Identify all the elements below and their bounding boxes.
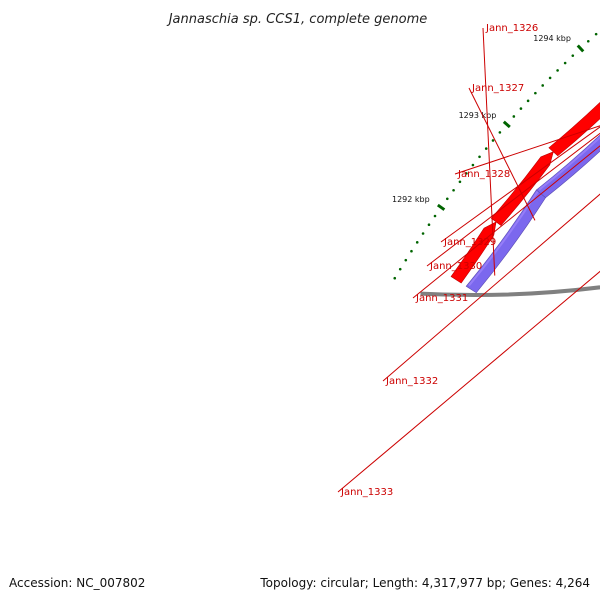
- gene-label-jann_1330[interactable]: Jann_1330: [429, 261, 482, 272]
- gene-label-jann_1331[interactable]: Jann_1331: [415, 293, 468, 304]
- gene-label-jann_1326[interactable]: Jann_1326: [485, 23, 538, 34]
- label-leader-line: [426, 132, 600, 267]
- minor-tick: [526, 99, 530, 103]
- kbp-tick-label: 1293 kbp: [459, 111, 497, 120]
- gene-label-jann_1328[interactable]: Jann_1328: [457, 169, 510, 180]
- minor-tick: [586, 39, 590, 43]
- label-leader-line: [382, 193, 600, 382]
- label-leader-line: [440, 126, 600, 243]
- minor-tick: [465, 172, 468, 175]
- minor-tick: [519, 107, 523, 110]
- minor-tick: [512, 115, 516, 118]
- minor-tick: [398, 267, 402, 271]
- label-leader-line: [454, 125, 600, 175]
- minor-tick: [452, 188, 455, 192]
- genome-backbone: [420, 285, 600, 298]
- minor-tick: [594, 32, 598, 36]
- gene-label-jann_1332[interactable]: Jann_1332: [385, 376, 438, 387]
- major-tick: [502, 120, 511, 129]
- minor-tick: [445, 197, 449, 201]
- footer-background: [0, 570, 600, 600]
- gene-highlight: [468, 190, 539, 287]
- major-tick: [576, 44, 585, 53]
- gene-labels-layer: Jann_1326 Jann_1327 Jann_1328 Jann_1329 Jann…: [337, 23, 600, 498]
- topology-text: Topology: circular; Length: 4,317,977 bp…: [259, 576, 590, 590]
- gene-arrow-jann_1328[interactable]: [548, 41, 600, 157]
- label-leader-line: [412, 145, 600, 299]
- minor-tick: [541, 84, 544, 87]
- minor-tick: [410, 249, 413, 253]
- minor-tick: [498, 131, 502, 134]
- minor-tick: [563, 61, 567, 65]
- gene-highlight: [453, 228, 487, 277]
- kbp-tick-label: 1294 kbp: [533, 34, 571, 43]
- genome-title: Jannaschia sp. CCS1, complete genome: [166, 12, 428, 27]
- minor-tick: [433, 214, 437, 218]
- major-tick: [436, 203, 446, 211]
- minor-tick: [534, 91, 537, 95]
- minor-tick: [415, 241, 419, 244]
- minor-tick: [491, 139, 495, 142]
- genes-layer: [450, 41, 600, 294]
- minor-tick: [571, 54, 575, 57]
- minor-tick: [404, 258, 408, 262]
- minor-tick: [471, 163, 475, 167]
- minor-tick: [484, 147, 488, 150]
- minor-tick: [556, 69, 559, 72]
- gene-arrow-jann_1326[interactable]: [450, 221, 497, 284]
- gene-label-jann_1327[interactable]: Jann_1327: [471, 83, 524, 94]
- gene-highlight: [551, 103, 600, 149]
- minor-tick: [548, 76, 552, 80]
- minor-tick: [421, 232, 425, 235]
- minor-tick: [393, 276, 397, 280]
- minor-tick: [478, 155, 481, 159]
- label-leader-line: [482, 27, 496, 276]
- backbone-layer: [420, 285, 600, 298]
- accession-text: Accession: NC_007802: [9, 576, 145, 590]
- gene-arrow-jann_1327b[interactable]: [490, 151, 554, 226]
- gene-label-jann_1333[interactable]: Jann_1333: [340, 487, 393, 498]
- label-leader-line: [337, 270, 600, 493]
- gene-highlight: [538, 135, 600, 191]
- kbp-tick-label: 1292 kbp: [392, 195, 430, 204]
- label-leader-line: [468, 87, 536, 221]
- minor-tick: [427, 223, 431, 227]
- minor-tick: [458, 180, 462, 184]
- gene-label-jann_1329[interactable]: Jann_1329: [443, 237, 496, 248]
